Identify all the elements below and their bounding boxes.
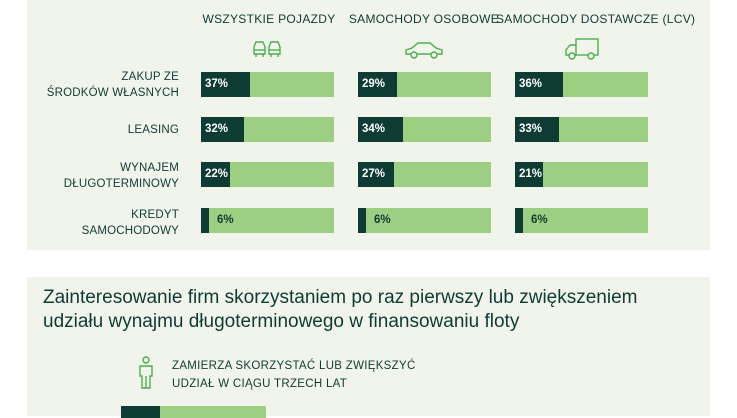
column-header-all-vehicles: WSZYSTKIE POJAZDY bbox=[202, 12, 336, 26]
bar-track: 21% bbox=[515, 162, 648, 187]
section-title: Zainteresowanie firm skorzystaniem po ra… bbox=[43, 286, 643, 334]
bar-fill bbox=[201, 117, 244, 142]
bar-fill bbox=[515, 72, 563, 97]
row-label-line: SAMOCHODOWY bbox=[81, 225, 179, 237]
bar-fill bbox=[201, 72, 250, 97]
van-icon bbox=[565, 38, 599, 60]
bar-fill bbox=[515, 162, 543, 187]
bar-fill bbox=[358, 117, 403, 142]
row-label-line: ŚRODKÓW WŁASNYCH bbox=[46, 87, 179, 99]
row-label-line: LEASING bbox=[127, 124, 179, 136]
bar-fill bbox=[358, 72, 397, 97]
bar-value-label: 32% bbox=[205, 123, 229, 135]
bar-track: 6% bbox=[201, 208, 334, 233]
legend-line: ZAMIERZA SKORZYSTAĆ LUB ZWIĘKSZYĆ bbox=[172, 360, 416, 372]
bar-track: 34% bbox=[358, 117, 491, 142]
row-label-leasing: LEASING bbox=[19, 122, 179, 138]
bar-track: 32% bbox=[201, 117, 334, 142]
interest-panel bbox=[27, 277, 710, 416]
legend-line: UDZIAŁ W CIĄGU TRZECH LAT bbox=[172, 378, 348, 390]
row-label-long-term-rental: WYNAJEM DŁUGOTERMINOWY bbox=[19, 160, 179, 192]
bar-value-label: 34% bbox=[362, 123, 386, 135]
bar-value-label: 27% bbox=[362, 168, 386, 180]
partial-bar-fill bbox=[121, 406, 160, 418]
bar-value-label: 6% bbox=[217, 214, 234, 226]
bar-value-label: 6% bbox=[374, 214, 391, 226]
bar-value-label: 29% bbox=[362, 78, 386, 90]
bar-value-label: 33% bbox=[519, 123, 543, 135]
bar-value-label: 37% bbox=[205, 78, 229, 90]
row-label-line: WYNAJEM bbox=[120, 162, 179, 174]
two-cars-icon bbox=[253, 41, 281, 57]
bar-fill bbox=[201, 208, 209, 233]
section-title-line: udziału wynajmu długoterminowego w finan… bbox=[43, 311, 520, 332]
bar-fill bbox=[358, 208, 366, 233]
bar-value-label: 6% bbox=[531, 214, 548, 226]
section-title-line: Zainteresowanie firm skorzystaniem po ra… bbox=[43, 287, 638, 308]
bar-track: 37% bbox=[201, 72, 334, 97]
bar-track: 36% bbox=[515, 72, 648, 97]
person-icon bbox=[139, 356, 153, 389]
bar-fill bbox=[201, 162, 230, 187]
row-label-car-loan: KREDYT SAMOCHODOWY bbox=[19, 207, 179, 239]
column-header-passenger-cars: SAMOCHODY OSOBOWE bbox=[348, 12, 500, 26]
bar-track: 33% bbox=[515, 117, 648, 142]
bar-fill bbox=[358, 162, 394, 187]
bar-track: 27% bbox=[358, 162, 491, 187]
bar-value-label: 21% bbox=[519, 168, 543, 180]
row-label-line: KREDYT bbox=[131, 209, 179, 221]
car-icon bbox=[405, 42, 443, 59]
column-header-vans: SAMOCHODY DOSTAWCZE (LCV) bbox=[496, 12, 696, 26]
bar-track: 22% bbox=[201, 162, 334, 187]
bar-track: 6% bbox=[515, 208, 648, 233]
bar-track: 29% bbox=[358, 72, 491, 97]
bar-fill bbox=[515, 208, 523, 233]
bar-track: 6% bbox=[358, 208, 491, 233]
bar-value-label: 22% bbox=[205, 168, 229, 180]
legend-text: ZAMIERZA SKORZYSTAĆ LUB ZWIĘKSZYĆ UDZIAŁ… bbox=[172, 357, 432, 393]
partial-bar bbox=[121, 406, 266, 418]
row-label-own-funds: ZAKUP ZE ŚRODKÓW WŁASNYCH bbox=[19, 69, 179, 101]
bar-fill bbox=[515, 117, 559, 142]
row-label-line: ZAKUP ZE bbox=[121, 71, 179, 83]
bar-value-label: 36% bbox=[519, 78, 543, 90]
row-label-line: DŁUGOTERMINOWY bbox=[63, 178, 179, 190]
